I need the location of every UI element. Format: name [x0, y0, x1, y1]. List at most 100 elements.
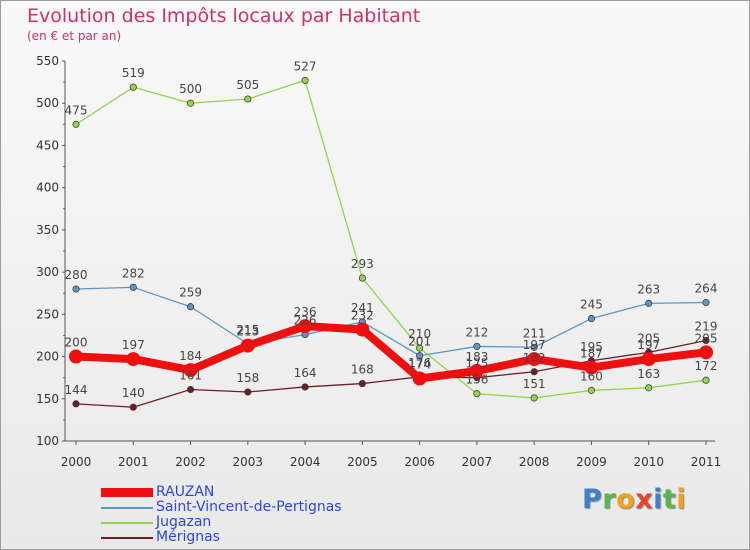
y-tick-label: 250 [36, 307, 59, 321]
data-label-saint-vincent-de-pertignas: 263 [637, 282, 660, 296]
data-label-jugazan: 293 [351, 257, 374, 271]
y-tick-label: 200 [36, 350, 59, 364]
data-label-saint-vincent-de-pertignas: 201 [408, 335, 431, 349]
data-label-jugazan: 151 [523, 377, 546, 391]
data-point-rauzan [126, 352, 141, 367]
y-tick-label: 100 [36, 434, 59, 448]
x-tick-label: 2004 [290, 455, 321, 469]
y-tick-label: 400 [36, 181, 59, 195]
data-point-rauzan [69, 349, 83, 364]
data-label-rauzan: 197 [122, 338, 145, 352]
data-label-saint-vincent-de-pertignas: 215 [236, 323, 259, 337]
series-line-rauzan [72, 322, 710, 383]
y-tick-label: 350 [36, 223, 59, 237]
y-tick-label: 150 [36, 392, 59, 406]
data-label-merignas: 182 [523, 351, 546, 365]
data-point-saint-vincent-de-pertignas [72, 285, 80, 293]
data-point-jugazan [645, 384, 653, 392]
data-label-merignas: 175 [465, 357, 488, 371]
y-tick-label: 300 [36, 265, 59, 279]
legend-label-merignas: Mérignas [156, 529, 220, 545]
series-line-saint-vincent-de-pertignas [75, 286, 707, 357]
x-tick-label: 2002 [175, 455, 206, 469]
x-tick-label: 2011 [691, 455, 722, 469]
data-point-saint-vincent-de-pertignas [645, 299, 653, 307]
y-tick-label: 450 [36, 138, 59, 152]
proxiti-logo: Proxiti [582, 484, 687, 515]
y-tick-label: 550 [36, 54, 59, 68]
data-label-rauzan: 205 [695, 331, 718, 345]
data-point-saint-vincent-de-pertignas [186, 303, 195, 311]
series-line-jugazan [75, 79, 707, 399]
data-label-jugazan: 172 [695, 359, 718, 373]
data-point-saint-vincent-de-pertignas [473, 342, 481, 350]
x-tick-label: 2005 [347, 455, 378, 469]
legend-label-saint-vincent: Saint-Vincent-de-Pertignas [156, 499, 342, 515]
data-point-merignas [301, 383, 309, 391]
data-point-merignas [72, 400, 80, 408]
data-point-rauzan [240, 338, 255, 353]
data-label-rauzan: 213 [236, 325, 259, 339]
data-point-rauzan [699, 345, 713, 360]
data-point-saint-vincent-de-pertignas [587, 315, 596, 323]
data-label-rauzan: 232 [351, 309, 374, 323]
data-point-merignas [129, 403, 137, 411]
data-label-jugazan: 156 [465, 373, 488, 387]
data-label-saint-vincent-de-pertignas: 282 [122, 266, 145, 280]
data-point-merignas [186, 385, 195, 394]
data-point-rauzan [298, 319, 313, 334]
data-point-rauzan [584, 360, 599, 375]
data-label-jugazan: 210 [408, 327, 431, 341]
data-point-rauzan [469, 363, 484, 378]
data-label-merignas: 205 [637, 331, 660, 345]
data-label-rauzan: 236 [294, 305, 317, 319]
data-point-jugazan [358, 274, 366, 282]
data-label-jugazan: 163 [637, 367, 660, 381]
legend-item-jugazan: Jugazan [101, 514, 421, 530]
data-label-merignas: 176 [408, 356, 431, 370]
data-label-rauzan: 197 [637, 338, 660, 352]
data-label-merignas: 219 [695, 320, 718, 334]
data-point-saint-vincent-de-pertignas [416, 352, 424, 360]
data-label-saint-vincent-de-pertignas: 264 [695, 282, 718, 296]
data-point-jugazan [473, 390, 481, 398]
data-point-jugazan [530, 394, 538, 402]
data-label-rauzan: 184 [179, 349, 202, 363]
data-label-saint-vincent-de-pertignas: 259 [179, 286, 202, 300]
data-label-saint-vincent-de-pertignas: 211 [523, 326, 546, 340]
data-label-rauzan: 187 [580, 347, 603, 361]
legend-label-rauzan: RAUZAN [156, 484, 215, 500]
data-point-jugazan [129, 83, 137, 91]
data-label-rauzan: 183 [465, 350, 488, 364]
data-point-jugazan [702, 376, 710, 384]
data-point-rauzan [183, 363, 198, 378]
data-label-jugazan: 475 [65, 103, 88, 117]
data-label-merignas: 168 [351, 363, 374, 377]
legend-swatch-jugazan [101, 522, 153, 524]
data-point-jugazan [72, 120, 80, 128]
data-point-saint-vincent-de-pertignas [530, 343, 538, 351]
chart-subtitle: (en € et par an) [27, 29, 122, 43]
data-label-saint-vincent-de-pertignas: 245 [580, 298, 603, 312]
x-tick-label: 2010 [633, 455, 664, 469]
y-tick-label: 500 [36, 96, 59, 110]
data-label-saint-vincent-de-pertignas: 241 [351, 301, 374, 315]
x-tick-label: 2008 [519, 455, 550, 469]
x-tick-label: 2001 [118, 455, 149, 469]
data-label-merignas: 140 [122, 386, 145, 400]
legend-item-saint-vincent: Saint-Vincent-de-Pertignas [101, 499, 421, 515]
x-tick-label: 2007 [462, 455, 493, 469]
data-label-jugazan: 160 [580, 369, 603, 383]
x-tick-label: 2003 [233, 455, 264, 469]
chart-title: Evolution des Impôts locaux par Habitant [27, 5, 421, 27]
chart-legend: RAUZAN Saint-Vincent-de-Pertignas Jugaza… [101, 484, 421, 545]
x-tick-label: 2009 [576, 455, 607, 469]
data-label-jugazan: 519 [122, 66, 145, 80]
data-label-merignas: 161 [179, 368, 202, 382]
series-line-merignas [75, 339, 707, 408]
data-point-merignas [530, 368, 538, 376]
data-label-saint-vincent-de-pertignas: 212 [465, 325, 488, 339]
data-point-saint-vincent-de-pertignas [129, 283, 137, 291]
